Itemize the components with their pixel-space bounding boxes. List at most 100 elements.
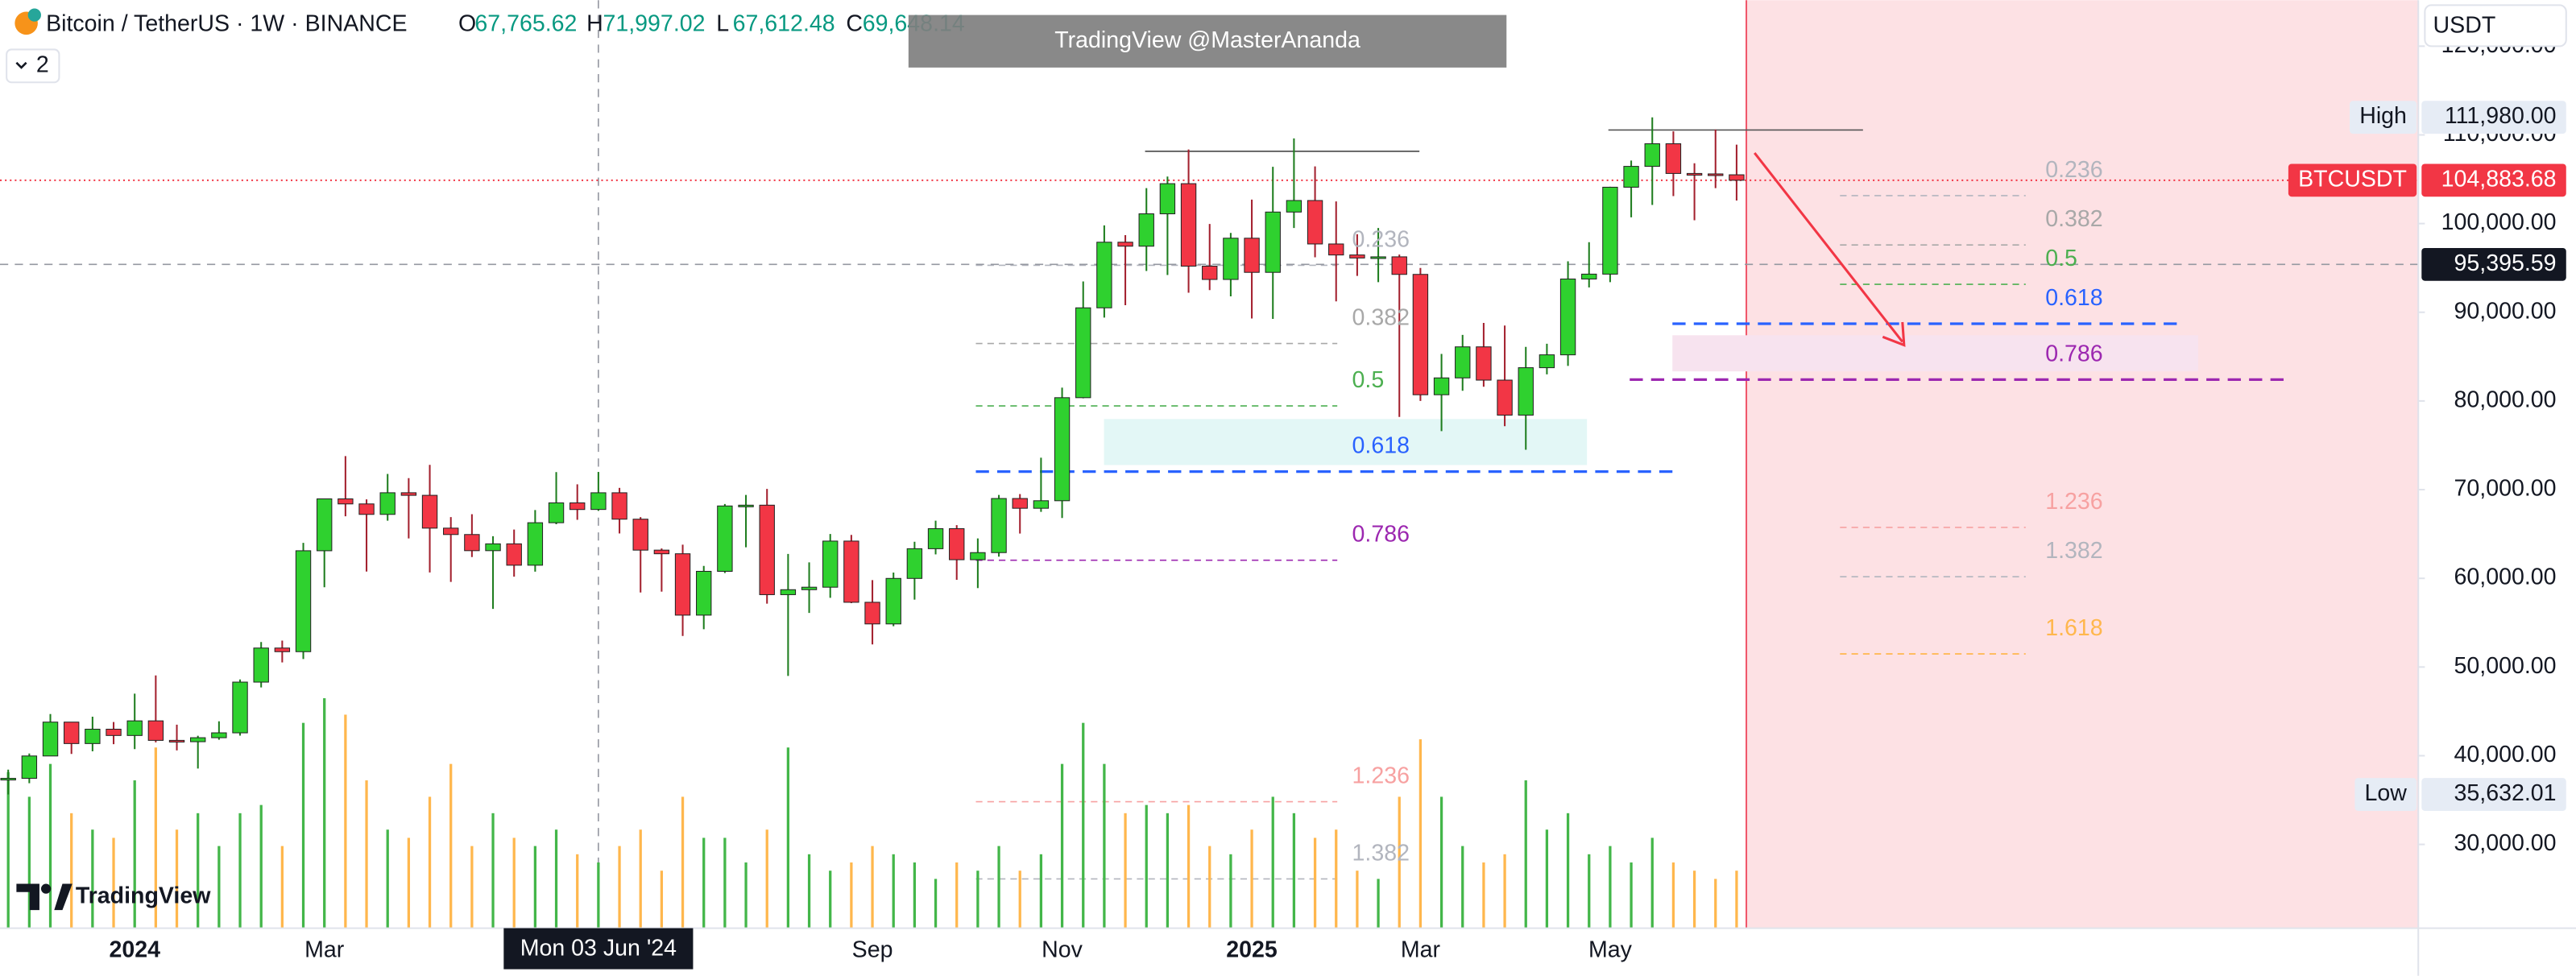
candle-body [64, 722, 80, 744]
y-tick-label: 90,000.00 [2454, 298, 2557, 324]
indicator-count[interactable]: 2 [36, 52, 49, 77]
candle-body [126, 720, 143, 736]
volume-bar [1439, 796, 1443, 928]
candle-body [1286, 200, 1302, 213]
volume-bar [6, 771, 10, 928]
candle-body [253, 647, 269, 683]
candle-body [759, 504, 775, 595]
volume-bar [1187, 804, 1191, 928]
volume-bar [597, 862, 600, 928]
candle-body [190, 737, 206, 742]
candle-body [42, 722, 59, 757]
indicator-toggle[interactable] [6, 48, 60, 84]
volume-bar [1398, 796, 1401, 928]
volume-bar [1335, 829, 1338, 928]
logo-icon [16, 883, 39, 911]
x-tick-label: Nov [1042, 937, 1083, 963]
price-label-name: Low [2365, 780, 2408, 806]
volume-bar [1292, 813, 1296, 928]
candle-body [338, 498, 354, 505]
price-label-value: 111,980.00 [2445, 103, 2557, 129]
candle-body [295, 550, 312, 652]
watermark: TradingView @MasterAnanda [1054, 27, 1360, 53]
price-label-box [2421, 163, 2566, 197]
x-tick-label: 2025 [1226, 937, 1278, 963]
candle-body [696, 570, 712, 616]
volume-bar [576, 854, 579, 928]
volume-bar [850, 862, 853, 928]
fib-label: 0.5 [1352, 367, 1385, 393]
y-tick-label: 100,000.00 [2441, 209, 2557, 235]
chevron-icon[interactable] [15, 61, 27, 69]
volume-bar [807, 854, 811, 928]
candle-body [1075, 307, 1091, 399]
fib-label: 0.618 [1352, 433, 1410, 459]
candle-body [822, 540, 839, 588]
volume-bar [470, 846, 474, 928]
x-tick-label: Mar [304, 937, 345, 963]
y-tick-label: 60,000.00 [2454, 565, 2557, 590]
logo-text: TradingView [76, 883, 211, 908]
candle-body [569, 502, 586, 511]
candle-body [274, 647, 291, 652]
volume-bar [1630, 862, 1633, 928]
volume-bar [955, 862, 959, 928]
candle-body [1012, 498, 1028, 509]
volume-bar [48, 763, 52, 928]
volume-bar [723, 837, 727, 928]
volume-bar [217, 846, 221, 928]
price-label-name-box [2349, 101, 2417, 134]
candle-body [970, 552, 986, 560]
candle-body [780, 589, 797, 595]
logo-icon-slash [54, 883, 72, 911]
candle-body [1686, 172, 1703, 176]
fib-label: 0.618 [2045, 285, 2102, 311]
volume-bar [1503, 854, 1506, 928]
candle-body [864, 602, 880, 625]
price-label-name-box [2354, 778, 2417, 811]
candle-body [400, 492, 417, 496]
ohlc-key: O [458, 10, 476, 36]
volume-bar [1082, 722, 1085, 928]
fib-label: 1.382 [2045, 538, 2102, 564]
fib-label: 1.618 [2045, 615, 2102, 641]
volume-bar [428, 796, 432, 928]
candle-body [211, 732, 227, 738]
volume-bar [744, 862, 748, 928]
y-tick-label: 80,000.00 [2454, 387, 2557, 412]
volume-bar [1524, 780, 1527, 928]
candle-body [1159, 183, 1176, 215]
volume-bar [365, 780, 368, 928]
fib-label: 1.236 [1352, 763, 1410, 789]
currency[interactable]: USDT [2433, 12, 2496, 38]
volume-bar [702, 837, 706, 928]
volume-bar [892, 854, 895, 928]
y-tick-label: 30,000.00 [2454, 830, 2557, 856]
volume-bar [829, 871, 832, 928]
volume-bar [1250, 829, 1253, 928]
candle-body [168, 739, 185, 742]
price-label-name: BTCUSDT [2298, 166, 2407, 192]
price-label-name: High [2359, 103, 2407, 129]
candle-body [1265, 211, 1281, 273]
candle-body [991, 498, 1007, 553]
candle-body [1054, 397, 1071, 502]
candle-body [464, 534, 480, 552]
x-tick-label: May [1588, 937, 1633, 963]
candle-body [506, 543, 522, 566]
volume-bar [280, 846, 284, 928]
price-label-value: 95,395.59 [2454, 250, 2557, 276]
currency-box[interactable] [2424, 4, 2567, 48]
candle-body [632, 519, 648, 551]
ohlc-value: 67,765.62 [474, 10, 577, 36]
volume-bar [681, 796, 685, 928]
candle-body [1433, 377, 1450, 395]
candle-body [738, 504, 754, 507]
candle-body [485, 543, 501, 552]
candle-body [611, 492, 627, 520]
volume-bar [386, 829, 389, 928]
y-tick-label: 50,000.00 [2454, 653, 2557, 679]
volume-bar [1229, 854, 1232, 928]
volume-bar [1482, 862, 1485, 928]
